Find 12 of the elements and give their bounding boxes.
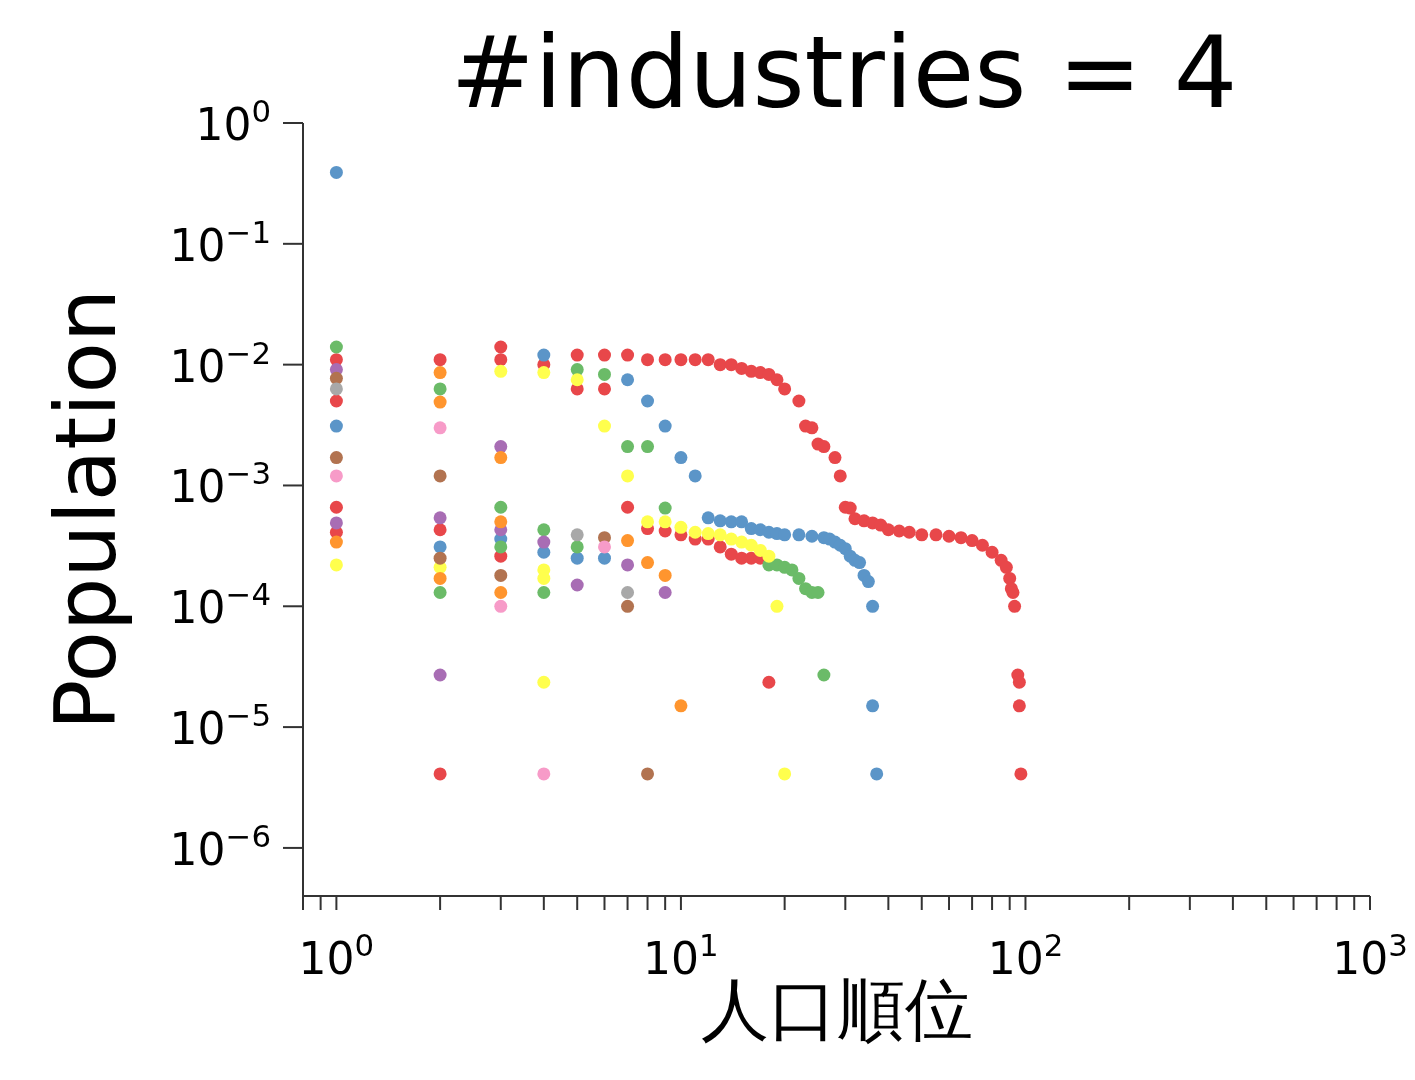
y-tick-label: 10$^{−1}$ xyxy=(169,213,271,271)
x-tick-label: 10$^{3}$ xyxy=(1332,927,1408,984)
y-tick-label: 10$^{−6}$ xyxy=(169,817,271,875)
y-tick-label: 10$^{0}$ xyxy=(195,93,271,150)
y-tick-label: 10$^{−2}$ xyxy=(169,334,271,392)
y-tick-label: 10$^{−5}$ xyxy=(169,697,271,755)
x-tick-label: 10$^{2}$ xyxy=(987,927,1064,984)
y-tick-label: 10$^{−4}$ xyxy=(169,576,271,634)
y-axis-title: Population xyxy=(37,288,135,731)
y-tick-label: 10$^{−3}$ xyxy=(169,455,271,513)
x-tick-label: 10$^{0}$ xyxy=(298,927,375,984)
chart-title: #industries = 4 xyxy=(449,13,1239,133)
